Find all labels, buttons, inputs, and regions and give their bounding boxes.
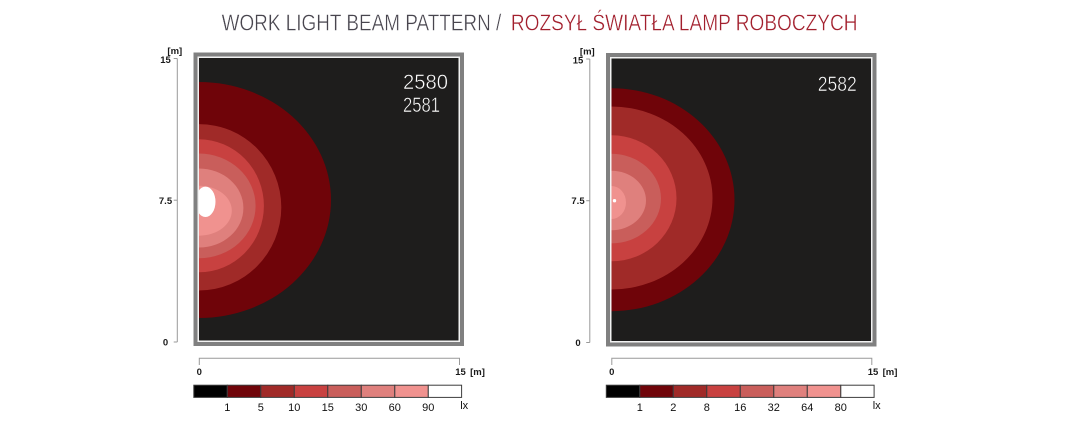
svg-text:32: 32 (768, 402, 780, 414)
svg-text:2: 2 (670, 402, 676, 414)
svg-text:1: 1 (224, 402, 230, 414)
svg-text:2580: 2580 (403, 71, 448, 94)
svg-text:lx: lx (873, 400, 881, 412)
svg-text:2582: 2582 (818, 73, 857, 96)
svg-text:lx: lx (460, 400, 468, 412)
svg-text:80: 80 (835, 402, 847, 414)
svg-text:60: 60 (389, 402, 401, 414)
svg-text:7.5: 7.5 (159, 196, 173, 207)
svg-text:5: 5 (258, 402, 264, 414)
svg-text:8: 8 (704, 402, 710, 414)
svg-text:1: 1 (637, 402, 643, 414)
svg-text:WORK LIGHT BEAM PATTERN /: WORK LIGHT BEAM PATTERN / (222, 10, 502, 36)
svg-text:[m]: [m] (883, 367, 898, 378)
svg-text:15: 15 (322, 402, 334, 414)
svg-text:2581: 2581 (403, 94, 440, 117)
svg-text:0: 0 (609, 367, 614, 378)
svg-text:0: 0 (163, 338, 168, 349)
svg-text:30: 30 (355, 402, 367, 414)
svg-text:90: 90 (422, 402, 434, 414)
svg-text:15: 15 (160, 55, 171, 66)
svg-text:ROZSYŁ ŚWIATŁA LAMP ROBOCZYCH: ROZSYŁ ŚWIATŁA LAMP ROBOCZYCH (511, 9, 858, 36)
svg-text:0: 0 (575, 338, 580, 349)
svg-text:0: 0 (197, 367, 202, 378)
svg-text:[m]: [m] (580, 47, 595, 58)
svg-text:10: 10 (288, 402, 300, 414)
svg-text:7.5: 7.5 (571, 196, 585, 207)
svg-text:64: 64 (801, 402, 813, 414)
svg-text:15: 15 (455, 367, 466, 378)
svg-text:15: 15 (868, 367, 879, 378)
svg-text:16: 16 (734, 402, 746, 414)
svg-text:15: 15 (573, 56, 584, 67)
svg-text:[m]: [m] (167, 46, 182, 57)
svg-text:[m]: [m] (470, 367, 485, 378)
